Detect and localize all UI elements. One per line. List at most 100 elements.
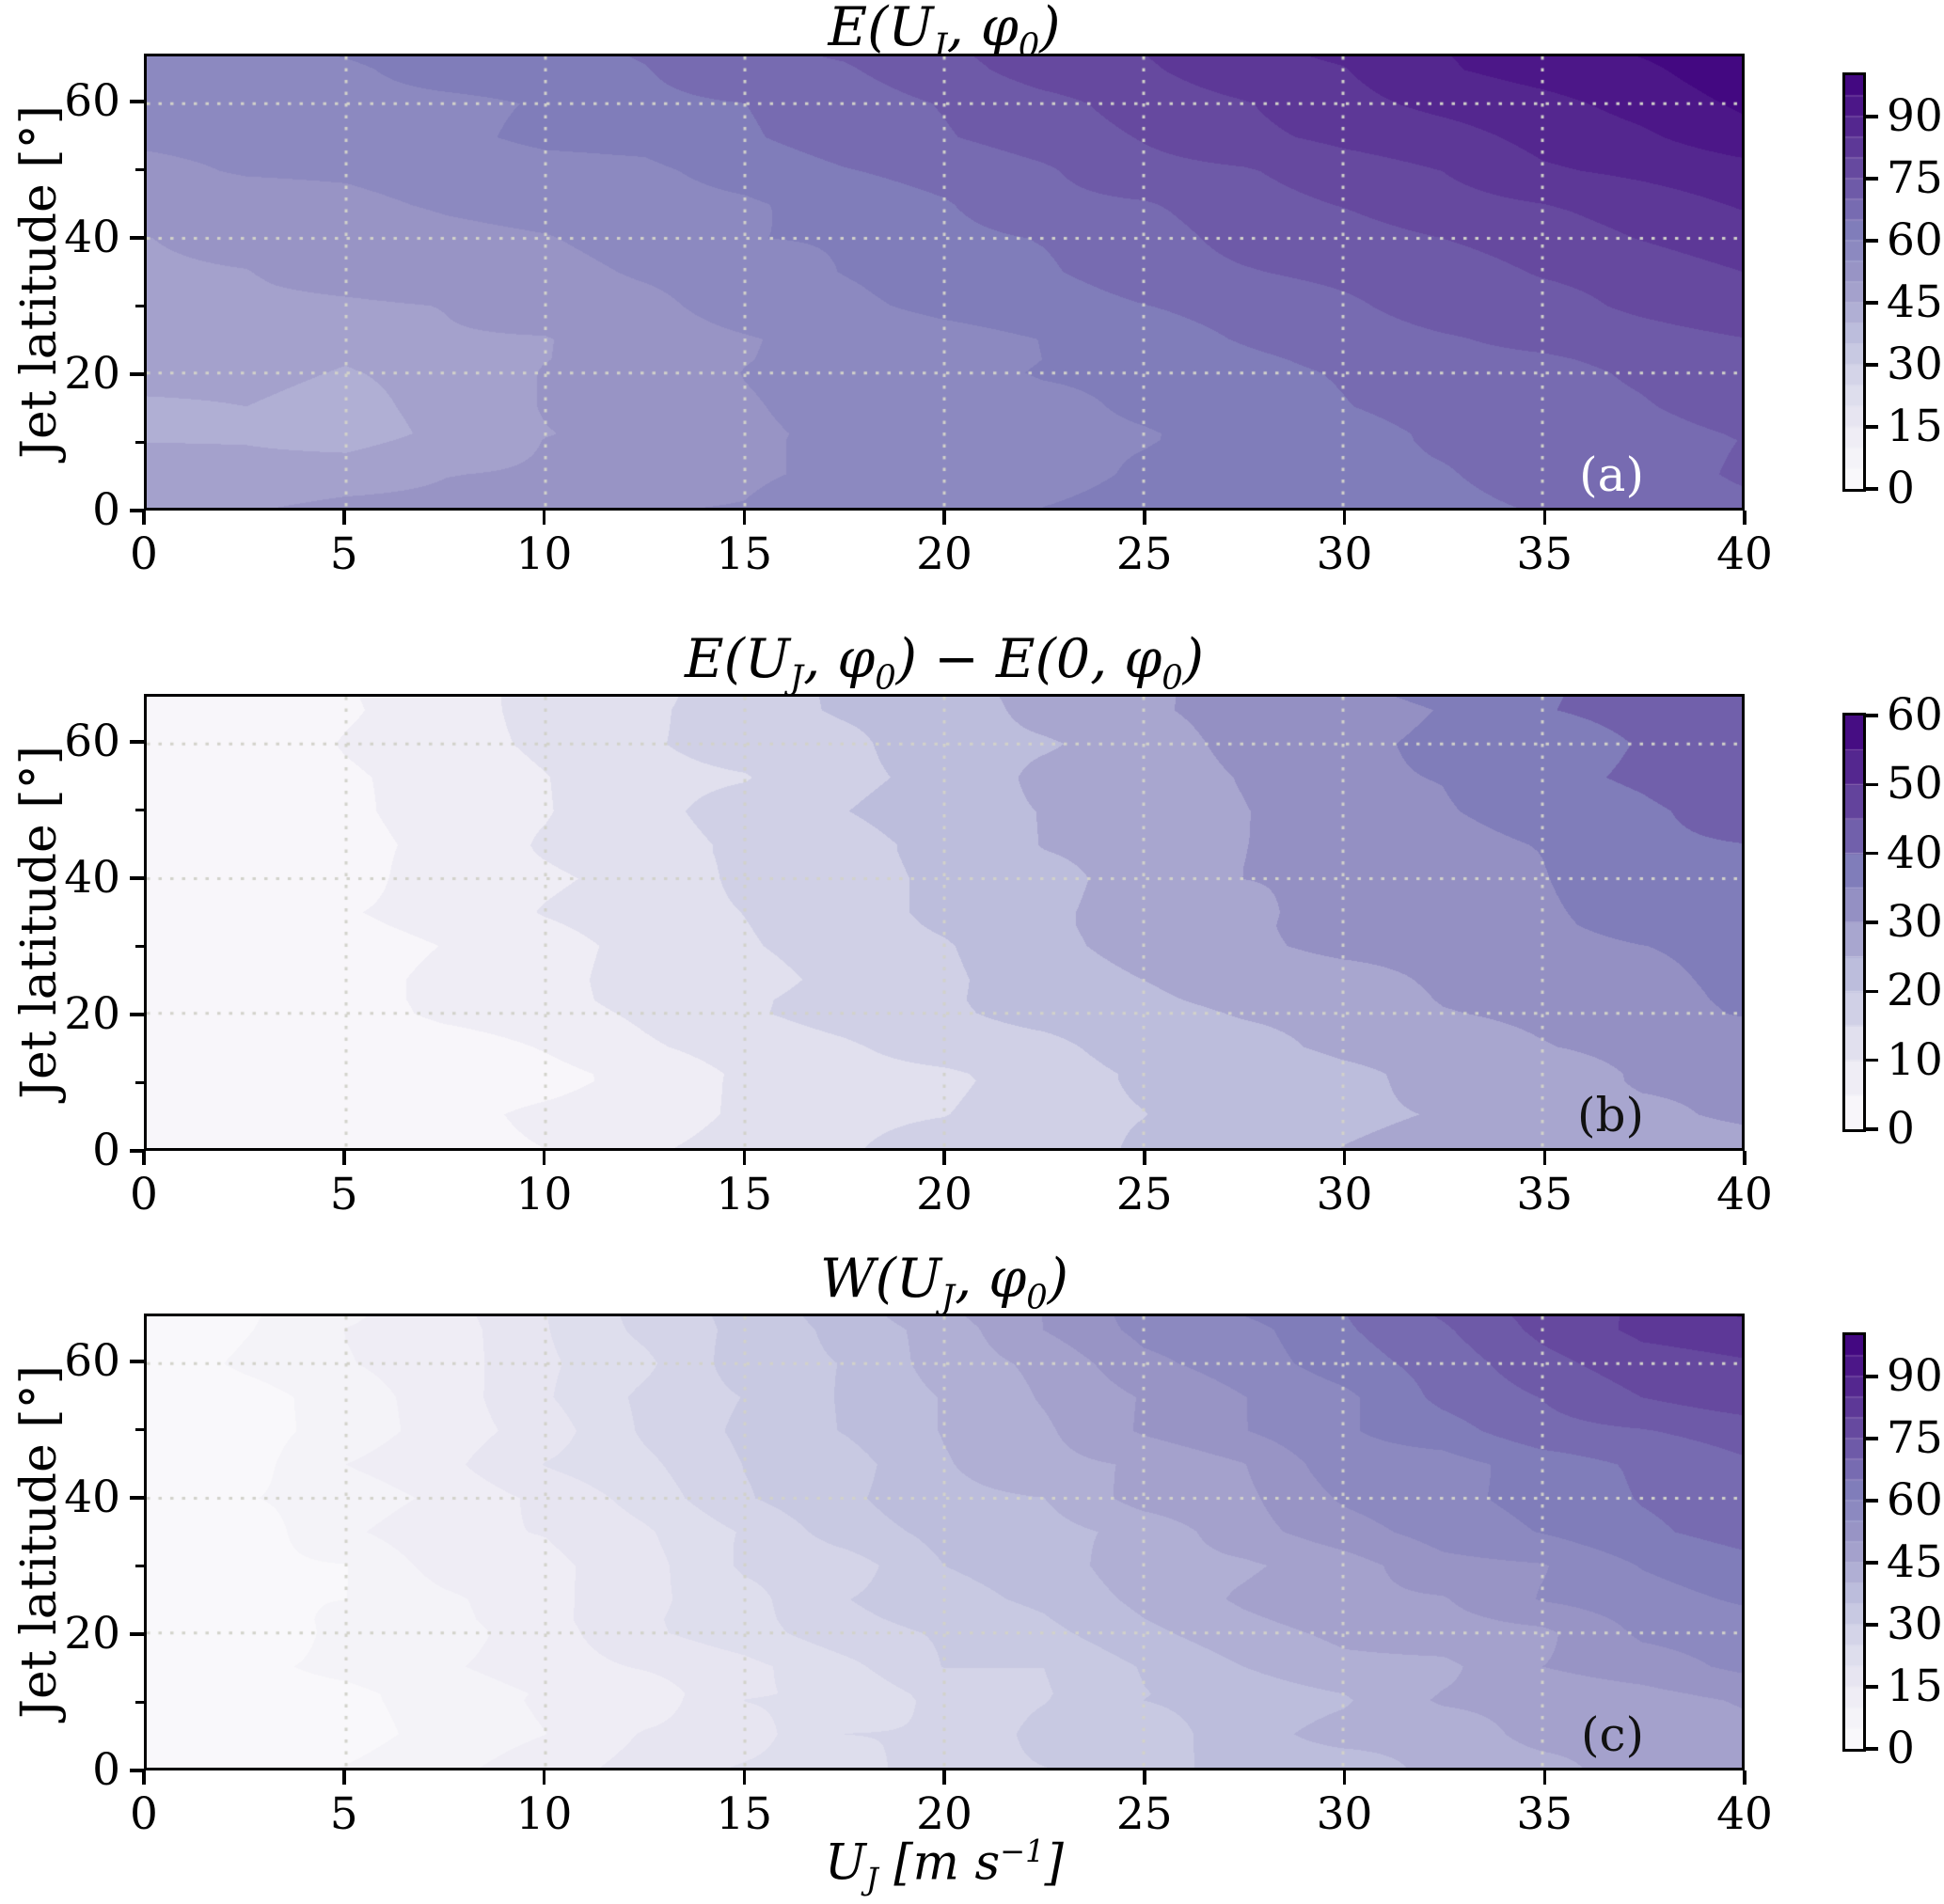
- y-tick-label: 0: [92, 1744, 120, 1796]
- colorbar-tick-label: 40: [1887, 826, 1943, 879]
- colorbar-tick-label: 45: [1887, 1536, 1943, 1588]
- colorbar-tick: [1866, 1499, 1878, 1503]
- y-tick: [130, 1496, 144, 1500]
- colorbar-tick-label: 20: [1887, 965, 1943, 1017]
- y-tick-label: 20: [64, 1607, 120, 1660]
- colorbar-tick: [1866, 714, 1878, 717]
- y-tick: [130, 236, 144, 240]
- y-tick: [130, 100, 144, 103]
- x-tick: [1342, 1151, 1347, 1165]
- panel-b-colorbar-canvas: [1845, 716, 1863, 1129]
- y-minor-tick: [135, 1700, 144, 1704]
- panel-b-colorbar: [1842, 713, 1866, 1132]
- colorbar-tick-label: 10: [1887, 1033, 1943, 1086]
- y-tick: [130, 1632, 144, 1636]
- y-tick-label: 60: [64, 74, 120, 127]
- x-tick-label: 15: [716, 1788, 773, 1840]
- colorbar-tick: [1866, 1623, 1878, 1627]
- x-tick: [1542, 511, 1546, 525]
- x-tick-label: 40: [1716, 1169, 1773, 1220]
- x-tick: [142, 511, 146, 525]
- x-tick: [1143, 1151, 1146, 1165]
- x-tick: [1143, 1770, 1146, 1785]
- x-tick-label: 20: [916, 528, 972, 580]
- x-tick-label: 30: [1316, 528, 1373, 580]
- y-tick: [130, 372, 144, 376]
- x-tick: [542, 1770, 546, 1785]
- colorbar-tick-label: 90: [1887, 1350, 1943, 1402]
- x-tick-label: 40: [1716, 528, 1773, 580]
- x-tick: [742, 1151, 746, 1165]
- x-tick-label: 10: [515, 1788, 573, 1840]
- panel-c-contour-canvas: [147, 1316, 1742, 1768]
- x-tick: [342, 1770, 346, 1785]
- x-tick-label: 40: [1716, 1788, 1773, 1840]
- x-tick-label: 5: [329, 1169, 358, 1220]
- y-tick-label: 40: [64, 1471, 120, 1523]
- colorbar-tick: [1866, 177, 1878, 181]
- x-tick-label: 15: [716, 1169, 773, 1220]
- y-tick-label: 40: [64, 851, 120, 904]
- x-tick: [1743, 511, 1746, 525]
- y-tick-label: 40: [64, 211, 120, 263]
- panel-c-corner-label: (c): [1580, 1707, 1644, 1762]
- y-minor-tick: [135, 167, 144, 171]
- colorbar-tick: [1866, 487, 1878, 491]
- y-tick: [130, 1360, 144, 1363]
- colorbar-tick: [1866, 1375, 1878, 1378]
- y-minor-tick: [135, 1427, 144, 1431]
- colorbar-tick-label: 0: [1887, 1723, 1915, 1774]
- x-tick: [1743, 1770, 1746, 1785]
- colorbar-tick-label: 75: [1887, 1412, 1943, 1464]
- colorbar-tick-label: 60: [1887, 689, 1943, 741]
- y-tick-label: 0: [92, 484, 120, 536]
- x-tick-label: 30: [1316, 1788, 1373, 1840]
- x-tick-label: 35: [1516, 1169, 1573, 1220]
- colorbar-tick-label: 75: [1887, 152, 1943, 204]
- y-tick-label: 60: [64, 1334, 120, 1387]
- x-tick-label: 0: [130, 1169, 158, 1220]
- x-tick: [942, 1770, 946, 1785]
- x-tick-label: 5: [329, 1788, 358, 1840]
- x-tick: [1143, 511, 1146, 525]
- y-minor-tick: [135, 304, 144, 307]
- x-tick-label: 25: [1115, 1169, 1173, 1220]
- colorbar-tick-label: 90: [1887, 90, 1943, 142]
- colorbar-tick-label: 15: [1887, 1660, 1943, 1712]
- colorbar-tick: [1866, 1685, 1878, 1689]
- panel-a-colorbar-canvas: [1845, 75, 1863, 489]
- y-minor-tick: [135, 1080, 144, 1084]
- colorbar-tick-label: 45: [1887, 276, 1943, 328]
- colorbar-tick: [1866, 782, 1878, 787]
- x-tick: [1542, 1770, 1546, 1785]
- y-tick: [130, 509, 144, 512]
- colorbar-tick-label: 60: [1887, 1474, 1943, 1526]
- colorbar-tick: [1866, 1437, 1878, 1440]
- panel-a-contour-canvas: [147, 56, 1742, 508]
- x-axis-label: UJ [m s−1]: [825, 1833, 1064, 1897]
- y-tick-label: 60: [64, 715, 120, 767]
- x-tick-label: 5: [329, 528, 358, 580]
- panel-c-title: W(UJ, φ0): [820, 1248, 1068, 1317]
- x-tick: [1743, 1151, 1746, 1165]
- y-tick: [130, 876, 144, 880]
- panel-a-title: E(UJ, φ0): [828, 0, 1061, 66]
- x-tick: [342, 1151, 346, 1165]
- y-tick: [130, 1013, 144, 1016]
- x-tick: [1342, 1770, 1347, 1785]
- colorbar-tick: [1866, 1127, 1878, 1131]
- y-tick: [130, 1149, 144, 1153]
- panel-c-colorbar-canvas: [1845, 1335, 1863, 1749]
- y-tick: [130, 740, 144, 744]
- colorbar-tick-label: 30: [1887, 896, 1943, 948]
- panel-b-contour-canvas: [147, 697, 1742, 1148]
- x-tick-label: 35: [1516, 1788, 1573, 1840]
- colorbar-tick: [1866, 239, 1878, 243]
- x-tick-label: 0: [130, 528, 158, 580]
- panel-c-colorbar: [1842, 1332, 1866, 1752]
- panel-c-plot: (c): [144, 1314, 1745, 1770]
- x-tick-label: 25: [1115, 528, 1173, 580]
- x-tick-label: 15: [716, 528, 773, 580]
- panel-a-colorbar: [1842, 72, 1866, 492]
